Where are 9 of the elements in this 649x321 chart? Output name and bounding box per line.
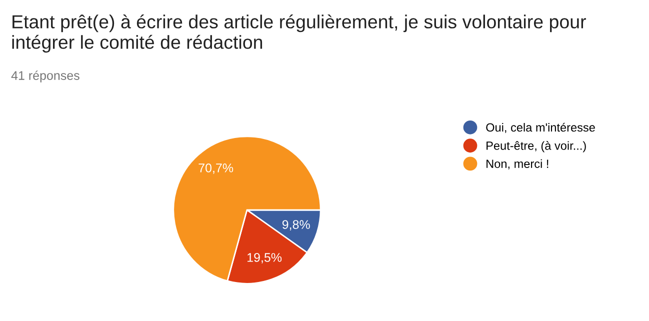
text: 41 réponses — [11, 70, 80, 82]
legend-label: Oui, cela m'intéresse — [486, 122, 595, 134]
data-label: 19,5% — [248, 253, 282, 264]
legend-label: Peut-être, (à voir...) — [486, 141, 586, 152]
data-label: 70,7% — [198, 164, 234, 174]
data-label: 9,8% — [282, 220, 310, 230]
pie-slice — [172, 136, 322, 282]
legend-label: Non, merci ! — [486, 159, 548, 170]
chart-title: Etant prêt(e) à écrire des article régulièrement, je suis volontaire pour intégrer le comité de rédaction — [12, 14, 586, 53]
